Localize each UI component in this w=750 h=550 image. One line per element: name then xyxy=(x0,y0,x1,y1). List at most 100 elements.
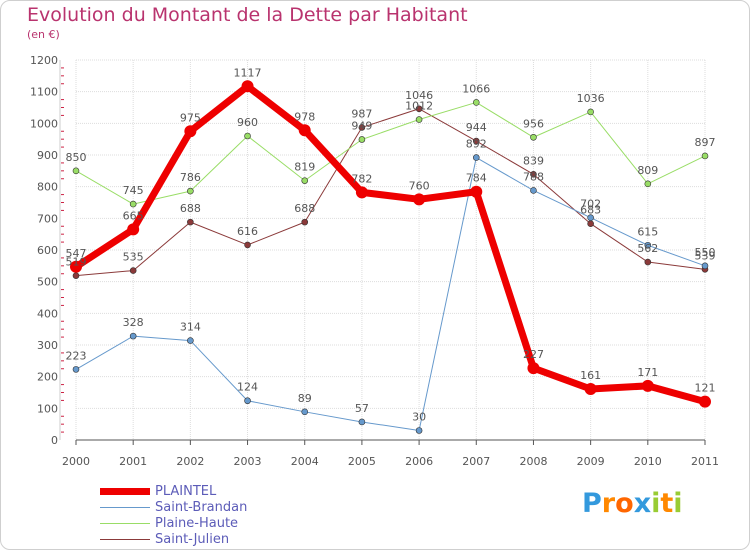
legend-item: Plaine-Haute xyxy=(100,516,360,532)
data-label: 550 xyxy=(695,246,716,259)
chart-title: Evolution du Montant de la Dette par Hab… xyxy=(27,4,468,26)
data-point xyxy=(244,397,251,405)
series-lines xyxy=(70,80,711,434)
data-label: 975 xyxy=(180,111,201,124)
data-point xyxy=(641,379,654,392)
data-label: 688 xyxy=(294,202,315,215)
data-point xyxy=(699,395,711,408)
legend-swatch xyxy=(100,488,150,495)
data-point xyxy=(530,133,537,141)
data-point xyxy=(527,362,540,375)
data-point xyxy=(301,177,309,184)
y-tick-label: 800 xyxy=(37,181,58,194)
data-point xyxy=(72,366,80,373)
data-point xyxy=(530,187,537,194)
data-point xyxy=(129,332,137,340)
data-point xyxy=(587,214,594,221)
y-tick-label: 400 xyxy=(37,307,58,320)
x-tick-label: 2006 xyxy=(405,455,433,468)
legend-swatch xyxy=(100,523,150,524)
series-line xyxy=(75,101,706,205)
data-point xyxy=(415,116,423,123)
logo-letter: r xyxy=(601,488,616,519)
data-label: 850 xyxy=(66,151,87,164)
data-point xyxy=(72,272,80,279)
data-point xyxy=(415,105,423,113)
y-tick-label: 1000 xyxy=(30,117,58,130)
x-tick-label: 2004 xyxy=(291,455,319,468)
data-point xyxy=(355,186,368,199)
data-label: 223 xyxy=(66,349,87,362)
legend-item: Saint-Julien xyxy=(100,532,360,548)
grid-lines xyxy=(75,59,706,441)
data-label: 1117 xyxy=(234,66,262,79)
data-label: 539 xyxy=(695,249,716,262)
data-point xyxy=(358,418,366,426)
data-point xyxy=(584,383,597,396)
data-point xyxy=(358,136,366,143)
data-label: 702 xyxy=(580,198,601,211)
data-label: 786 xyxy=(180,171,201,184)
x-tick-label: 2007 xyxy=(462,455,490,468)
data-point xyxy=(301,408,309,416)
data-point xyxy=(472,154,480,161)
data-label: 1066 xyxy=(462,82,490,95)
data-point xyxy=(587,108,594,116)
data-label: 892 xyxy=(466,138,487,151)
data-point xyxy=(415,427,423,434)
data-label: 745 xyxy=(123,184,144,197)
data-label: 615 xyxy=(637,225,658,238)
legend-label: PLAINTEL xyxy=(155,484,217,499)
data-label: 788 xyxy=(523,170,544,183)
series-line xyxy=(75,108,706,277)
data-label: 535 xyxy=(123,251,144,264)
data-point xyxy=(127,223,140,236)
x-tick-label: 2003 xyxy=(234,455,262,468)
data-label: 616 xyxy=(237,225,258,238)
y-tick-label: 0 xyxy=(51,434,58,447)
data-label: 987 xyxy=(351,107,372,120)
data-label: 30 xyxy=(412,411,426,424)
legend-swatch xyxy=(100,539,150,540)
x-tick-label: 2010 xyxy=(634,455,662,468)
data-label: 665 xyxy=(123,209,144,222)
line-chart: 0 100 200 300 400 500 600 700 800 900 1000 1100 1200… xyxy=(30,54,719,468)
logo-letter: x xyxy=(633,488,652,519)
data-label: 809 xyxy=(637,164,658,177)
data-label: 683 xyxy=(580,204,601,217)
data-point xyxy=(129,267,137,274)
legend-item: PLAINTEL xyxy=(100,484,360,500)
data-label: 171 xyxy=(637,366,658,379)
legend: PLAINTEL Saint-Brandan Plaine-Haute Saint-J… xyxy=(100,484,360,548)
data-point xyxy=(587,220,594,228)
legend-item: Saint-Brandan xyxy=(100,500,360,516)
data-label: 949 xyxy=(351,119,372,132)
axes: 0 100 200 300 400 500 600 700 800 900 1000 1100 1200… xyxy=(30,54,719,468)
y-tick-label: 300 xyxy=(37,339,58,352)
data-point xyxy=(413,193,426,206)
data-label: 547 xyxy=(66,247,87,260)
data-point xyxy=(187,187,194,195)
data-label: 89 xyxy=(298,392,312,405)
x-tick-label: 2011 xyxy=(691,455,719,468)
data-label: 161 xyxy=(580,369,601,382)
logo-letter: i xyxy=(651,488,661,519)
data-point xyxy=(241,80,254,93)
x-tick-label: 2002 xyxy=(176,455,204,468)
data-label: 897 xyxy=(695,136,716,149)
data-label: 314 xyxy=(180,321,201,334)
data-point xyxy=(244,241,251,249)
data-label: 956 xyxy=(523,117,544,130)
data-label: 688 xyxy=(180,202,201,215)
y-tick-label: 1100 xyxy=(30,86,58,99)
data-label: 839 xyxy=(523,154,544,167)
y-tick-label: 200 xyxy=(37,371,58,384)
data-label: 227 xyxy=(523,348,544,361)
data-point xyxy=(358,124,366,131)
y-tick-label: 500 xyxy=(37,276,58,289)
data-point xyxy=(72,167,80,175)
data-label: 960 xyxy=(237,116,258,129)
legend-label: Saint-Brandan xyxy=(155,500,248,515)
data-point xyxy=(701,152,709,160)
data-point xyxy=(701,262,709,270)
